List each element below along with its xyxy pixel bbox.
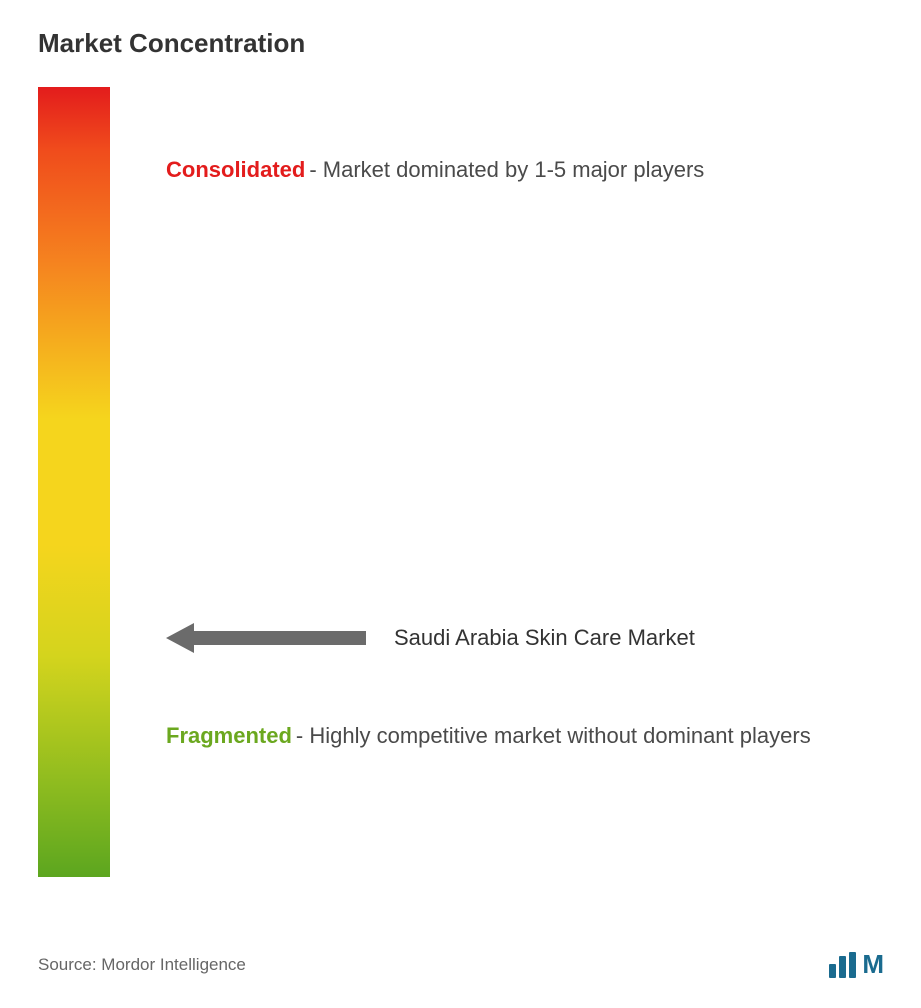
chart-container: Market Concentration Consolidated - Mark… (0, 0, 921, 1008)
logo-bar (839, 956, 846, 978)
logo-bar (849, 952, 856, 978)
concentration-gradient-bar (38, 87, 110, 877)
consolidated-desc: - Market dominated by 1-5 major players (309, 153, 704, 186)
consolidated-key: Consolidated (166, 153, 305, 186)
source-attribution: Source: Mordor Intelligence (38, 955, 246, 975)
fragmented-label: Fragmented - Highly competitive market w… (166, 719, 886, 752)
arrow-left-icon (166, 621, 366, 655)
footer: Source: Mordor Intelligence M (38, 949, 883, 980)
labels-area: Consolidated - Market dominated by 1-5 m… (110, 87, 883, 877)
chart-title: Market Concentration (38, 28, 883, 59)
logo-bar (829, 964, 836, 978)
market-name: Saudi Arabia Skin Care Market (394, 625, 695, 651)
fragmented-desc: - Highly competitive market without domi… (296, 719, 811, 752)
mordor-logo: M (829, 949, 883, 980)
logo-bars-icon (829, 952, 856, 978)
consolidated-label: Consolidated - Market dominated by 1-5 m… (166, 153, 863, 186)
fragmented-key: Fragmented (166, 719, 292, 752)
chart-area: Consolidated - Market dominated by 1-5 m… (38, 87, 883, 877)
logo-text: M (862, 949, 883, 980)
market-position-indicator: Saudi Arabia Skin Care Market (166, 621, 695, 655)
